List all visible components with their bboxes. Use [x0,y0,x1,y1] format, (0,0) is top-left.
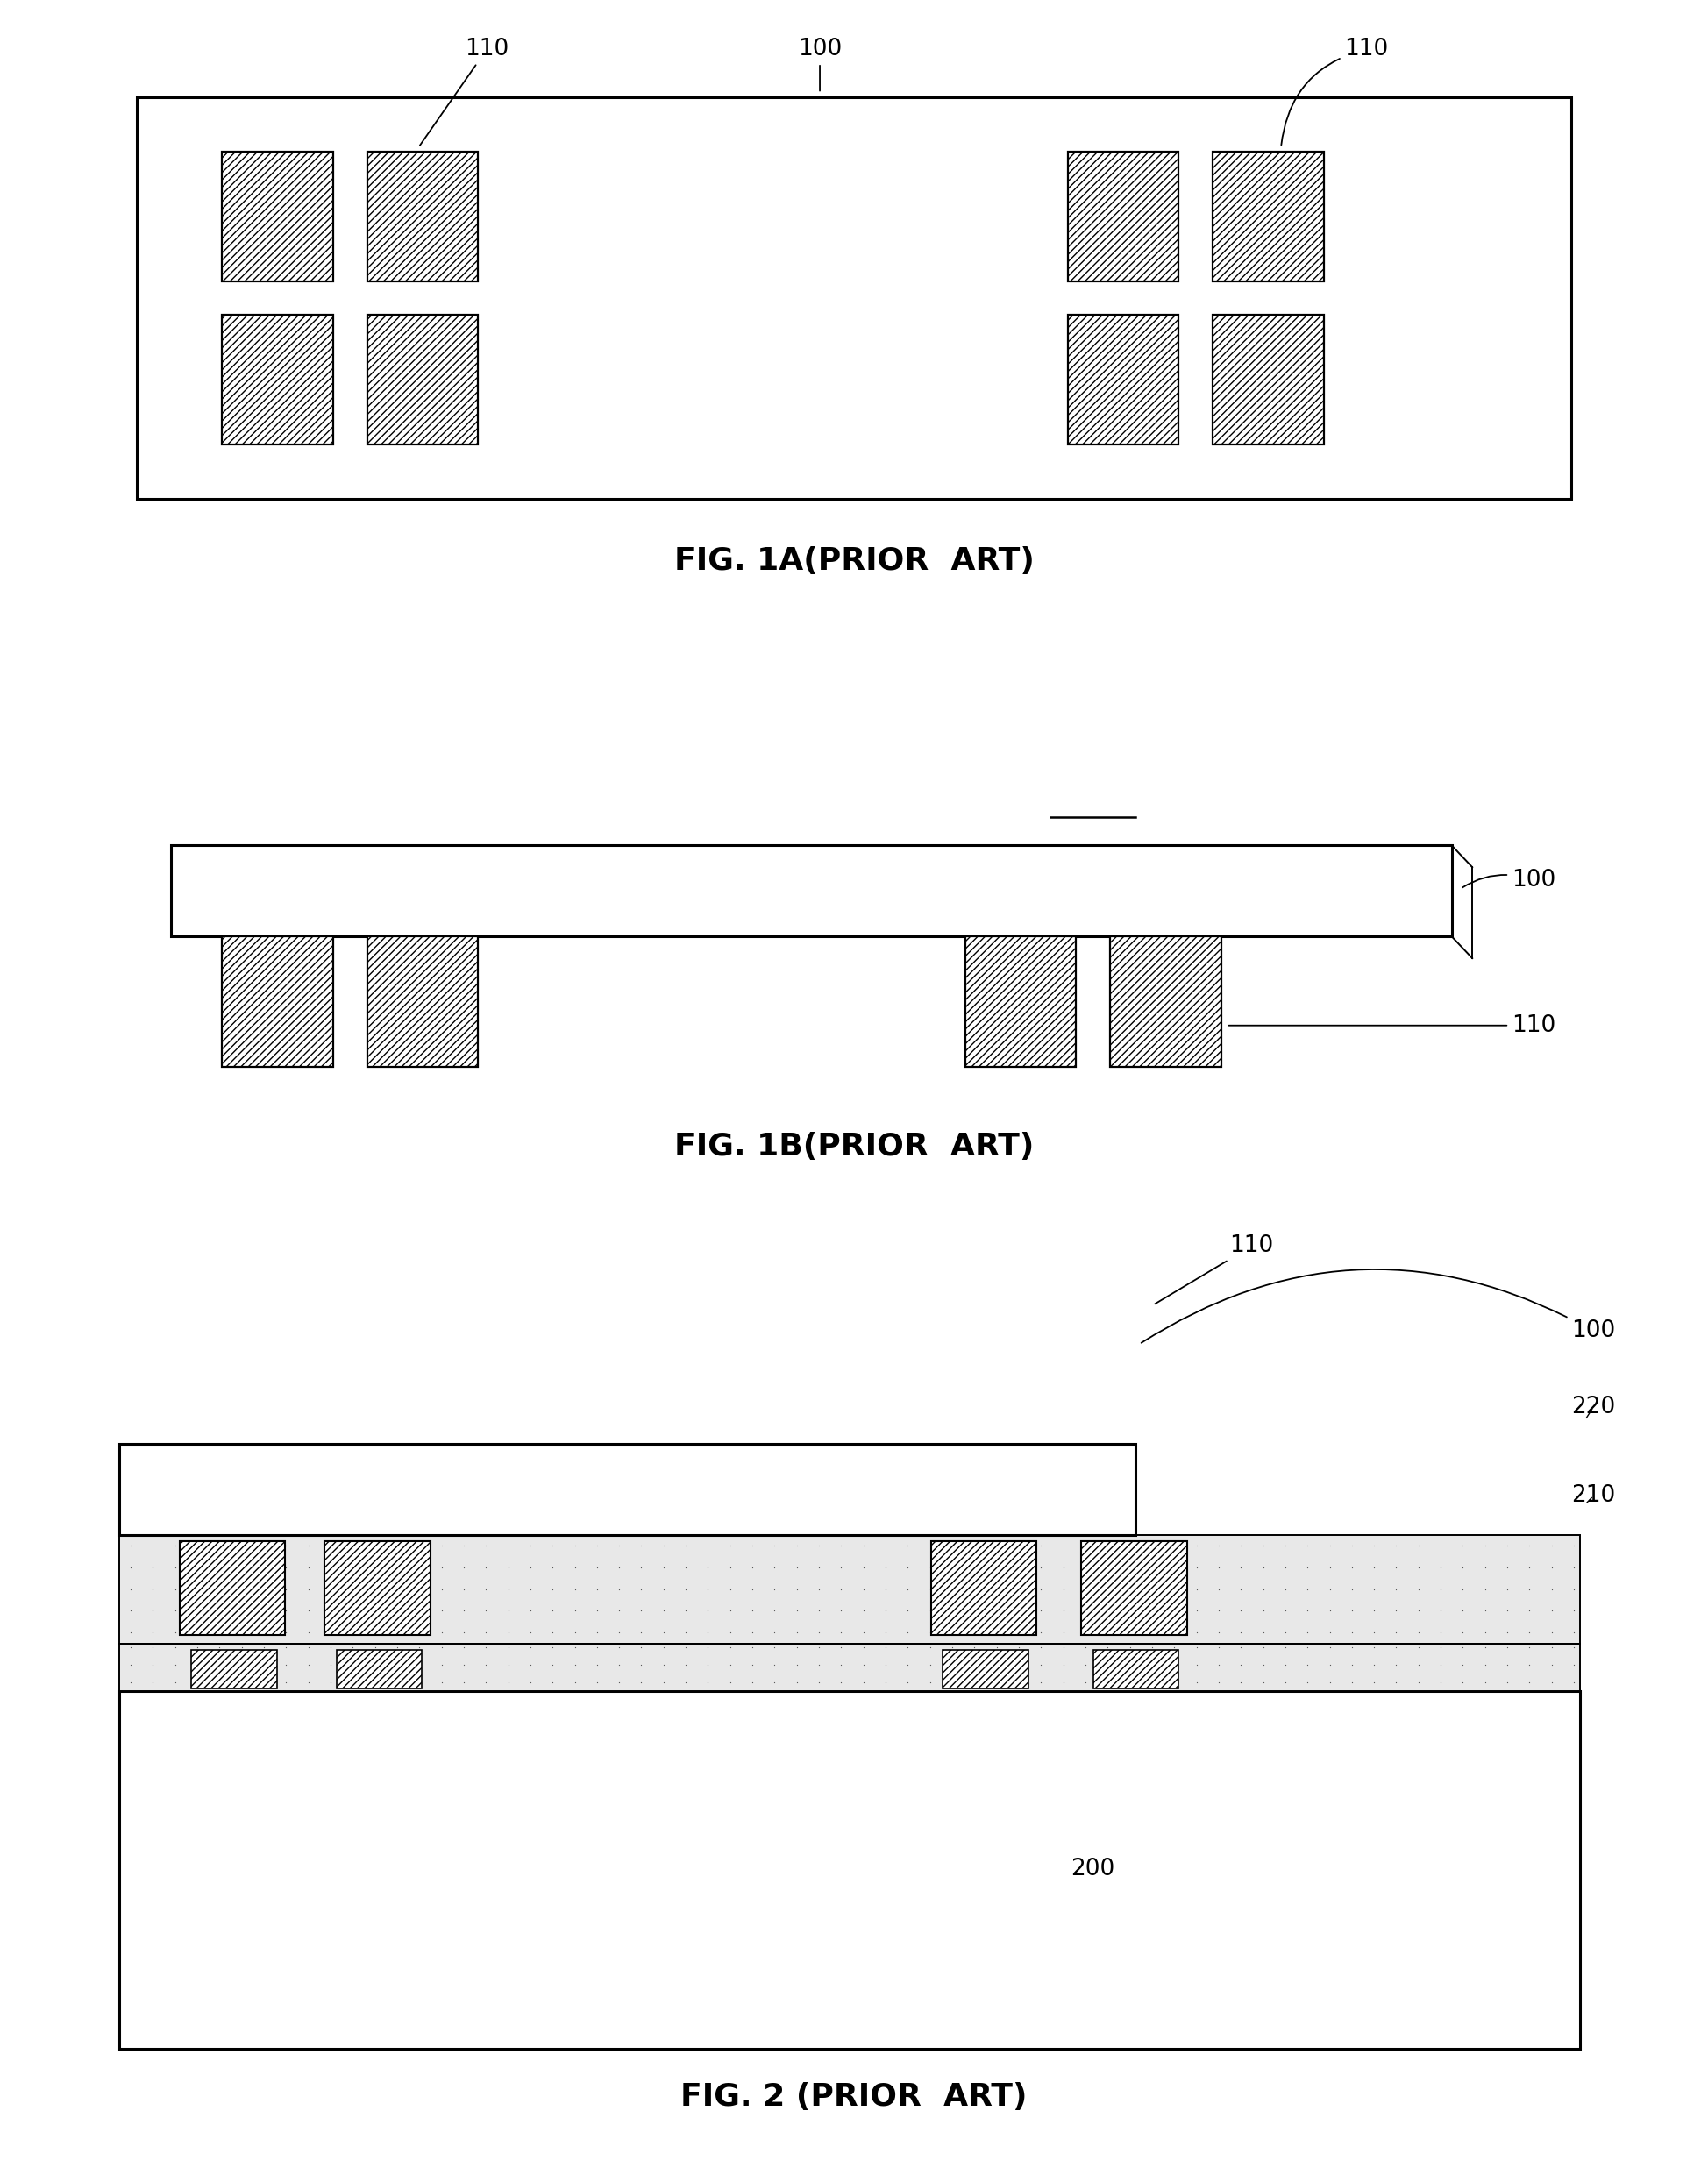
Bar [191,1650,277,1689]
Text: 200: 200 [1071,1858,1115,1880]
Text: 110: 110 [1281,37,1389,145]
Bar [1068,152,1179,282]
Bar [222,314,333,444]
Text: 100: 100 [1141,1270,1616,1342]
Bar [120,1535,1580,1643]
Bar [1068,314,1179,444]
Text: FIG. 2 (PRIOR  ART): FIG. 2 (PRIOR ART) [680,2081,1028,2112]
Bar [120,1444,1136,1535]
Text: 100: 100 [798,37,842,91]
Bar [120,1691,1580,2049]
Text: 210: 210 [1571,1485,1616,1507]
Bar [1081,1541,1187,1635]
Bar [1110,937,1221,1067]
Bar [137,98,1571,499]
Bar [943,1650,1028,1689]
Bar [120,1643,1580,1691]
Text: FIG. 1B(PRIOR  ART): FIG. 1B(PRIOR ART) [675,1132,1033,1162]
Text: 110: 110 [1228,1015,1556,1036]
Bar [179,1541,285,1635]
Bar [120,1643,1580,1691]
Bar [336,1650,422,1689]
Bar [965,937,1076,1067]
Bar [931,1541,1037,1635]
Text: 110: 110 [420,37,509,145]
Text: 110: 110 [1155,1234,1274,1303]
Bar [1213,152,1324,282]
Text: FIG. 1A(PRIOR  ART): FIG. 1A(PRIOR ART) [675,546,1033,577]
Text: 100: 100 [1462,869,1556,891]
Bar [325,1541,430,1635]
Bar [1093,1650,1179,1689]
Bar [1213,314,1324,444]
Bar [222,937,333,1067]
Bar [367,937,478,1067]
Bar [367,314,478,444]
Bar [171,846,1452,937]
Bar [367,152,478,282]
Bar [120,1535,1580,1643]
Bar [222,152,333,282]
Text: 220: 220 [1571,1396,1616,1418]
